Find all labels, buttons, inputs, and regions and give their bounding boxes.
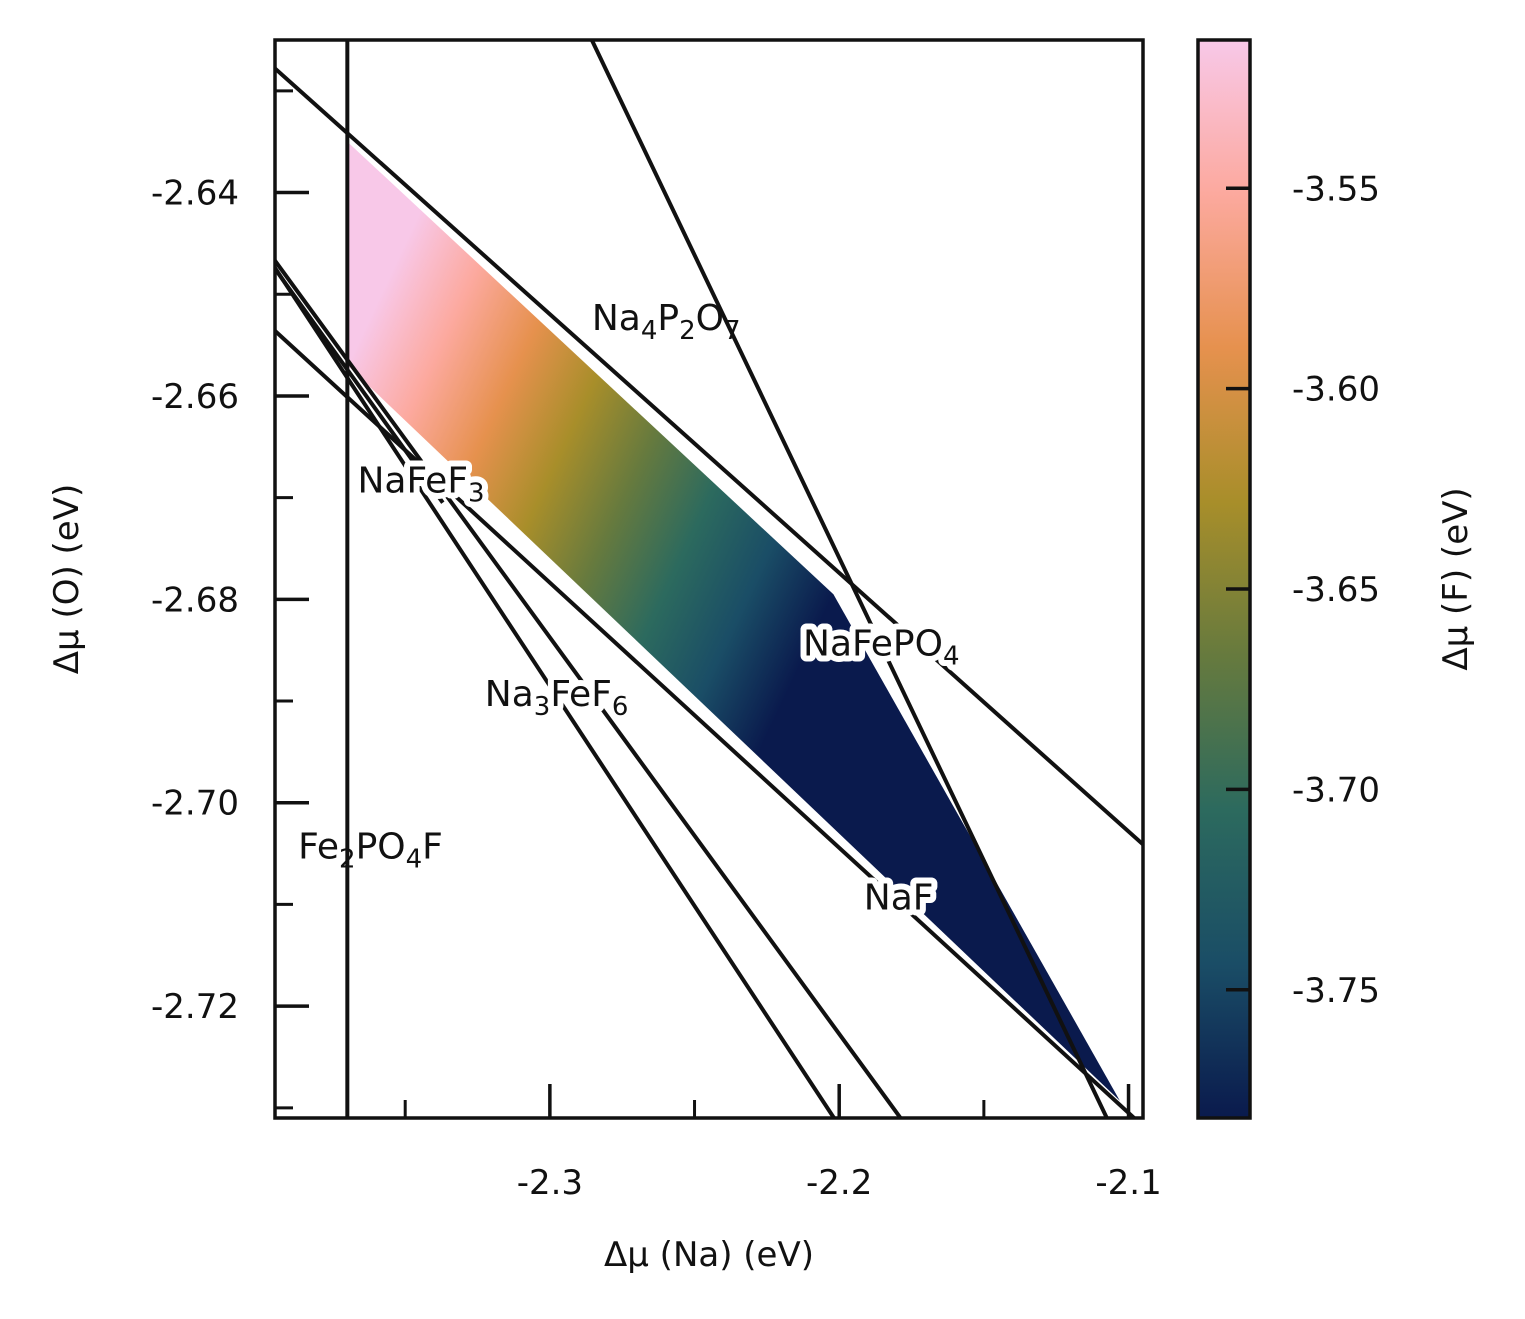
x-tick-label: -2.3 bbox=[517, 1163, 583, 1203]
colorbar-label: Δμ (F) (eV) bbox=[1436, 487, 1476, 670]
boundary-line bbox=[275, 267, 445, 504]
y-tick-label: -2.72 bbox=[151, 987, 239, 1027]
boundary-line bbox=[275, 329, 1138, 1118]
stability-region bbox=[347, 141, 1120, 1101]
boundary-line bbox=[275, 66, 1143, 846]
x-tick-label: -2.1 bbox=[1095, 1163, 1161, 1203]
boundary-line bbox=[275, 266, 836, 1118]
boundary-line bbox=[590, 40, 1109, 1118]
colorbar-ticks: -3.55 -3.60 -3.65 -3.70 -3.75 bbox=[1226, 169, 1380, 1011]
colorbar-tick-label: -3.75 bbox=[1292, 971, 1380, 1011]
y-axis-label: Δμ (O) (eV) bbox=[47, 484, 87, 675]
y-tick-label: -2.70 bbox=[151, 784, 239, 824]
plot-area: Na4P2O7 NaFeF3 NaFePO4 Na3FeF6 Fe2PO4F NaF -2… bbox=[47, 38, 1162, 1275]
colorbar-tick-label: -3.65 bbox=[1292, 570, 1380, 610]
colorbar-tick-label: -3.60 bbox=[1292, 370, 1380, 410]
boundary-line bbox=[275, 259, 903, 1118]
colorbar-tick-label: -3.55 bbox=[1292, 169, 1380, 209]
region-label: NaF bbox=[864, 878, 934, 919]
region-label: Na3FeF6 bbox=[485, 674, 629, 722]
y-axis: -2.64 -2.66 -2.68 -2.70 -2.72 bbox=[151, 89, 309, 1110]
region-label: Fe2PO4F bbox=[298, 827, 443, 875]
x-axis: -2.3 -2.2 -2.1 bbox=[403, 1084, 1162, 1203]
y-tick-label: -2.66 bbox=[151, 377, 239, 417]
y-tick-label: -2.68 bbox=[151, 580, 239, 620]
x-tick-label: -2.2 bbox=[806, 1163, 872, 1203]
colorbar: -3.55 -3.60 -3.65 -3.70 -3.75 Δμ (F) (eV) bbox=[1196, 38, 1476, 1120]
x-axis-label: Δμ (Na) (eV) bbox=[604, 1235, 814, 1275]
region-label: NaFePO4 bbox=[803, 623, 959, 671]
region-label: Na4P2O7 bbox=[592, 298, 741, 346]
colorbar-tick-label: -3.70 bbox=[1292, 770, 1380, 810]
colorbar-gradient-bar bbox=[1196, 38, 1252, 1120]
y-tick-label: -2.64 bbox=[151, 174, 239, 214]
plot-frame bbox=[273, 38, 1145, 1120]
region-label: NaFeF3 bbox=[357, 461, 484, 509]
